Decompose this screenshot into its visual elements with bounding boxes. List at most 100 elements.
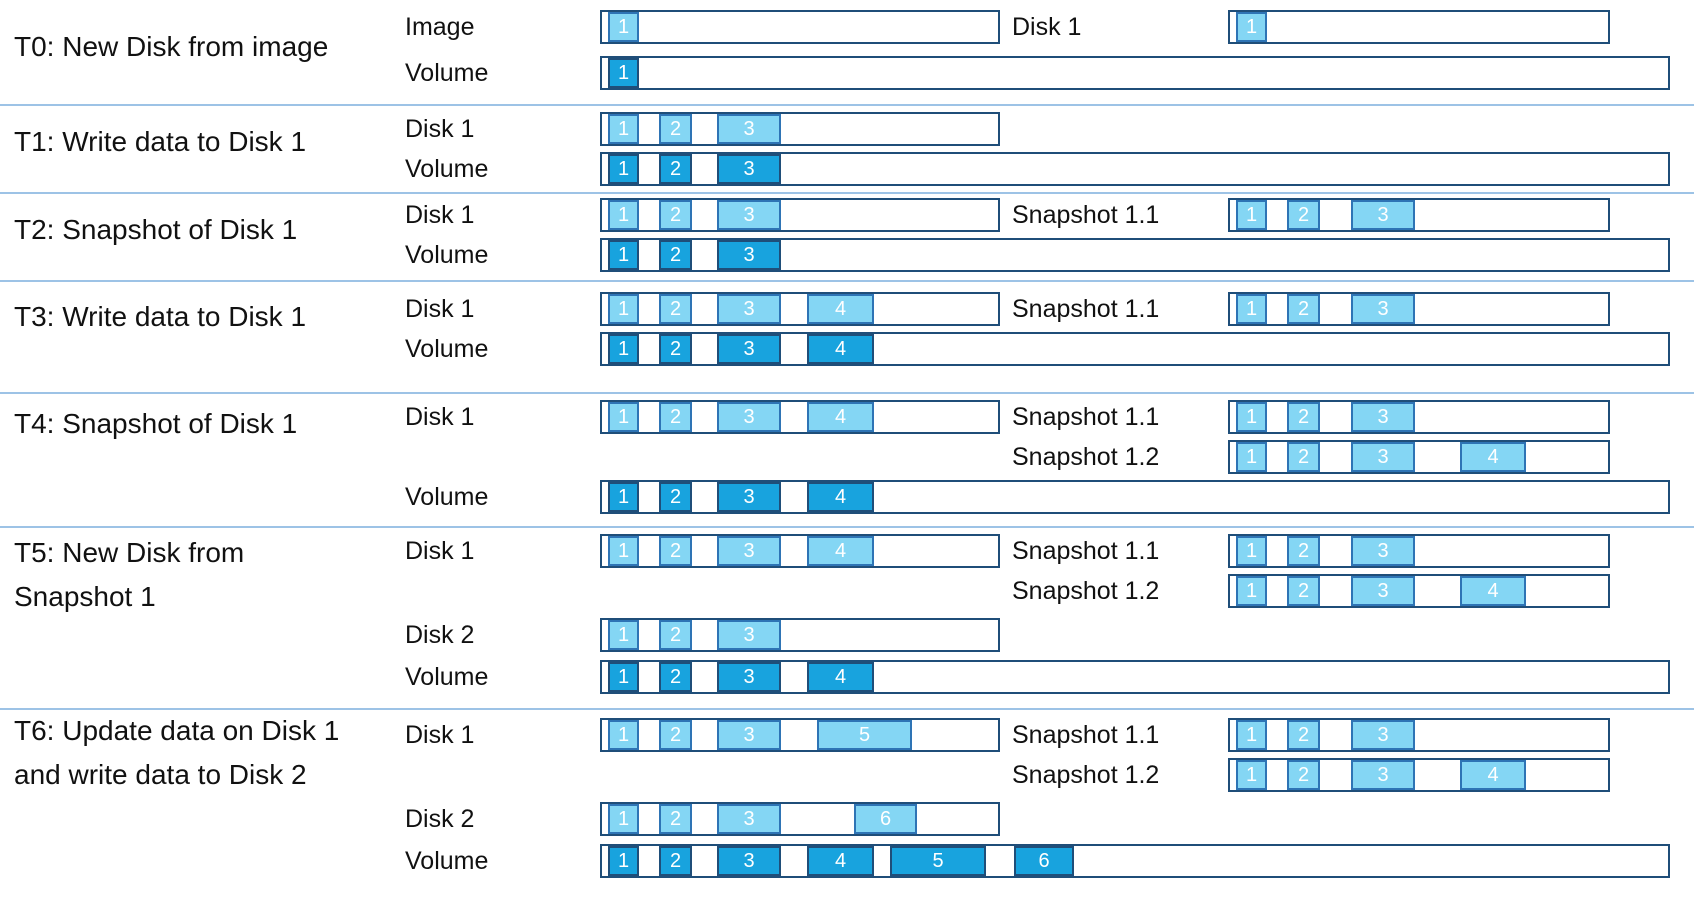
block-3: 3 <box>717 620 781 650</box>
block-4: 4 <box>807 334 874 364</box>
label-t3-volume: Volume <box>405 335 489 363</box>
block-2: 2 <box>659 536 692 566</box>
block-2: 2 <box>659 294 692 324</box>
block-1: 1 <box>608 536 639 566</box>
block-1: 1 <box>1236 442 1267 472</box>
block-2: 2 <box>659 240 692 270</box>
bar-t0-volume: 1 <box>600 56 1670 90</box>
label-t4-snapshot-1-1: Snapshot 1.1 <box>1012 403 1160 431</box>
block-5: 5 <box>817 720 912 750</box>
block-2: 2 <box>659 804 692 834</box>
label-t6-disk-2: Disk 2 <box>405 805 475 833</box>
block-1: 1 <box>1236 720 1267 750</box>
block-3: 3 <box>717 846 781 876</box>
block-2: 2 <box>659 846 692 876</box>
block-1: 1 <box>1236 294 1267 324</box>
label-t3-snapshot-1-1: Snapshot 1.1 <box>1012 295 1160 323</box>
block-5: 5 <box>890 846 986 876</box>
label-t0-volume: Volume <box>405 59 489 87</box>
section-title-t5-line2: Snapshot 1 <box>14 581 156 612</box>
block-2: 2 <box>659 402 692 432</box>
block-3: 3 <box>1351 294 1415 324</box>
block-1: 1 <box>608 334 639 364</box>
label-t0-disk-1: Disk 1 <box>1012 13 1082 41</box>
label-t4-snapshot-1-2: Snapshot 1.2 <box>1012 443 1160 471</box>
block-2: 2 <box>1287 536 1320 566</box>
block-2: 2 <box>1287 294 1320 324</box>
block-1: 1 <box>608 402 639 432</box>
block-2: 2 <box>659 200 692 230</box>
block-6: 6 <box>1014 846 1074 876</box>
block-3: 3 <box>1351 536 1415 566</box>
section-divider-below-t3 <box>0 392 1694 394</box>
block-3: 3 <box>717 200 781 230</box>
block-2: 2 <box>659 154 692 184</box>
label-t5-snapshot-1-2: Snapshot 1.2 <box>1012 577 1160 605</box>
block-2: 2 <box>1287 760 1320 790</box>
block-3: 3 <box>717 536 781 566</box>
block-4: 4 <box>807 294 874 324</box>
block-3: 3 <box>717 662 781 692</box>
block-1: 1 <box>1236 402 1267 432</box>
label-t2-volume: Volume <box>405 241 489 269</box>
block-4: 4 <box>807 662 874 692</box>
block-2: 2 <box>659 620 692 650</box>
block-3: 3 <box>1351 760 1415 790</box>
block-3: 3 <box>1351 576 1415 606</box>
block-1: 1 <box>608 662 639 692</box>
section-divider-below-t1 <box>0 192 1694 194</box>
section-title-t1: T1: Write data to Disk 1 <box>14 126 307 157</box>
label-t2-snapshot-1-1: Snapshot 1.1 <box>1012 201 1160 229</box>
block-1: 1 <box>1236 576 1267 606</box>
section-title-t4: T4: Snapshot of Disk 1 <box>14 408 298 439</box>
block-2: 2 <box>1287 200 1320 230</box>
label-t5-disk-2: Disk 2 <box>405 621 475 649</box>
block-1: 1 <box>608 482 639 512</box>
block-2: 2 <box>659 334 692 364</box>
block-3: 3 <box>1351 200 1415 230</box>
block-3: 3 <box>717 114 781 144</box>
block-6: 6 <box>854 804 917 834</box>
block-3: 3 <box>1351 720 1415 750</box>
block-1: 1 <box>1236 200 1267 230</box>
block-1: 1 <box>1236 12 1267 42</box>
label-t2-disk-1: Disk 1 <box>405 201 475 229</box>
section-divider-below-t5 <box>0 708 1694 710</box>
bar-t0-image: 1 <box>600 10 1000 44</box>
block-1: 1 <box>608 58 639 88</box>
block-3: 3 <box>717 402 781 432</box>
block-1: 1 <box>608 200 639 230</box>
block-4: 4 <box>807 482 874 512</box>
label-t0-image: Image <box>405 13 475 41</box>
section-title-t3: T3: Write data to Disk 1 <box>14 301 307 332</box>
block-2: 2 <box>659 482 692 512</box>
section-title-t6-line2: and write data to Disk 2 <box>14 759 307 790</box>
block-4: 4 <box>807 402 874 432</box>
block-1: 1 <box>1236 760 1267 790</box>
block-3: 3 <box>717 482 781 512</box>
block-2: 2 <box>1287 402 1320 432</box>
block-3: 3 <box>717 720 781 750</box>
section-title-t5-line1: T5: New Disk from <box>14 537 245 568</box>
block-4: 4 <box>1460 442 1526 472</box>
block-1: 1 <box>608 240 639 270</box>
block-2: 2 <box>1287 576 1320 606</box>
label-t4-volume: Volume <box>405 483 489 511</box>
